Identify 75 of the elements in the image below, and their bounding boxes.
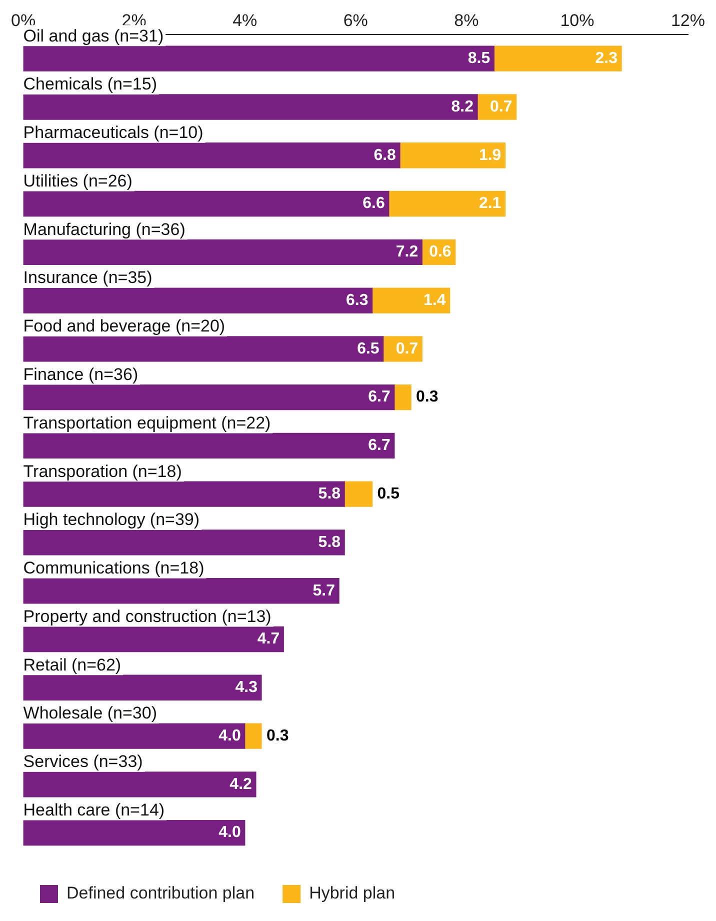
y-tick-label: Communications (n=18) <box>23 558 204 578</box>
data-label: 0.3 <box>416 388 438 406</box>
bar <box>23 142 400 168</box>
bar <box>23 820 246 846</box>
data-label: 0.7 <box>490 98 512 116</box>
bar <box>23 578 340 604</box>
y-tick-label: Services (n=33) <box>23 752 143 772</box>
y-tick-label: Transportation equipment (n=22) <box>23 413 271 432</box>
y-tick-label: Property and construction (n=13) <box>23 606 272 626</box>
y-tick-label: Oil and gas (n=31) <box>23 26 164 46</box>
bar <box>23 481 345 507</box>
data-label: 4.3 <box>235 679 258 696</box>
bar <box>494 46 622 72</box>
x-tick-label: 10% <box>560 10 594 30</box>
data-label: 0.3 <box>266 727 289 744</box>
data-label: 1.9 <box>478 146 502 164</box>
y-tick-label: Wholesale (n=30) <box>23 704 158 723</box>
bar <box>23 239 422 265</box>
data-label: 5.7 <box>312 582 336 600</box>
data-label: 0.7 <box>396 340 418 358</box>
bar <box>23 626 284 652</box>
bar <box>244 723 262 749</box>
bar <box>344 481 373 507</box>
y-tick-label: Transporation (n=18) <box>23 462 182 481</box>
y-tick-label: Insurance (n=35) <box>23 268 152 288</box>
data-label: 6.3 <box>346 292 368 309</box>
data-label: 6.8 <box>374 146 396 164</box>
y-tick-label: Manufacturing (n=36) <box>23 220 186 239</box>
data-label: 1.4 <box>424 292 446 309</box>
bar <box>23 384 395 410</box>
y-tick-label: Pharmaceuticals (n=10) <box>23 123 204 142</box>
data-label: 6.5 <box>357 340 380 358</box>
bar <box>23 190 390 217</box>
bar <box>23 46 494 72</box>
data-label: 4.2 <box>230 776 252 793</box>
y-tick-label: Utilities (n=26) <box>23 171 132 190</box>
y-tick-label: Retail (n=62) <box>23 655 122 674</box>
y-tick-label: Finance (n=36) <box>23 365 138 384</box>
data-label: 6.7 <box>368 388 391 406</box>
bar <box>23 772 256 798</box>
data-label: 4.7 <box>257 630 280 648</box>
legend-label: Hybrid plan <box>309 884 396 903</box>
x-tick-label: 12% <box>670 10 706 30</box>
bar <box>372 288 450 314</box>
data-label: 0.5 <box>377 485 400 502</box>
bar <box>394 384 412 410</box>
y-tick-label: Health care (n=14) <box>23 800 165 820</box>
data-label: 5.8 <box>318 485 341 502</box>
x-tick-label: 6% <box>343 10 368 30</box>
bar <box>23 723 246 749</box>
data-label: 4.0 <box>218 727 241 744</box>
x-tick-label: 4% <box>232 10 258 30</box>
bar <box>23 288 373 314</box>
data-label: 8.2 <box>451 98 474 116</box>
bar <box>23 674 262 700</box>
data-label: 4.0 <box>218 824 241 842</box>
bar <box>400 142 506 168</box>
bar <box>23 94 478 120</box>
bar <box>23 530 345 556</box>
legend-label: Defined contribution plan <box>66 884 255 903</box>
bar <box>23 432 395 459</box>
data-label: 8.5 <box>468 50 490 67</box>
data-label: 5.8 <box>318 534 341 551</box>
bar <box>23 336 384 362</box>
y-tick-label: High technology (n=39) <box>23 510 200 530</box>
data-label: 6.7 <box>368 437 391 454</box>
data-label: 0.6 <box>429 244 452 261</box>
data-label: 7.2 <box>396 244 418 261</box>
bar <box>388 190 506 217</box>
y-tick-label: Food and beverage (n=20) <box>23 316 226 336</box>
data-label: 2.3 <box>595 50 618 67</box>
y-tick-label: Chemicals (n=15) <box>23 74 157 94</box>
x-tick-label: 8% <box>454 10 479 30</box>
data-label: 2.1 <box>478 195 502 212</box>
data-label: 6.6 <box>362 195 385 212</box>
